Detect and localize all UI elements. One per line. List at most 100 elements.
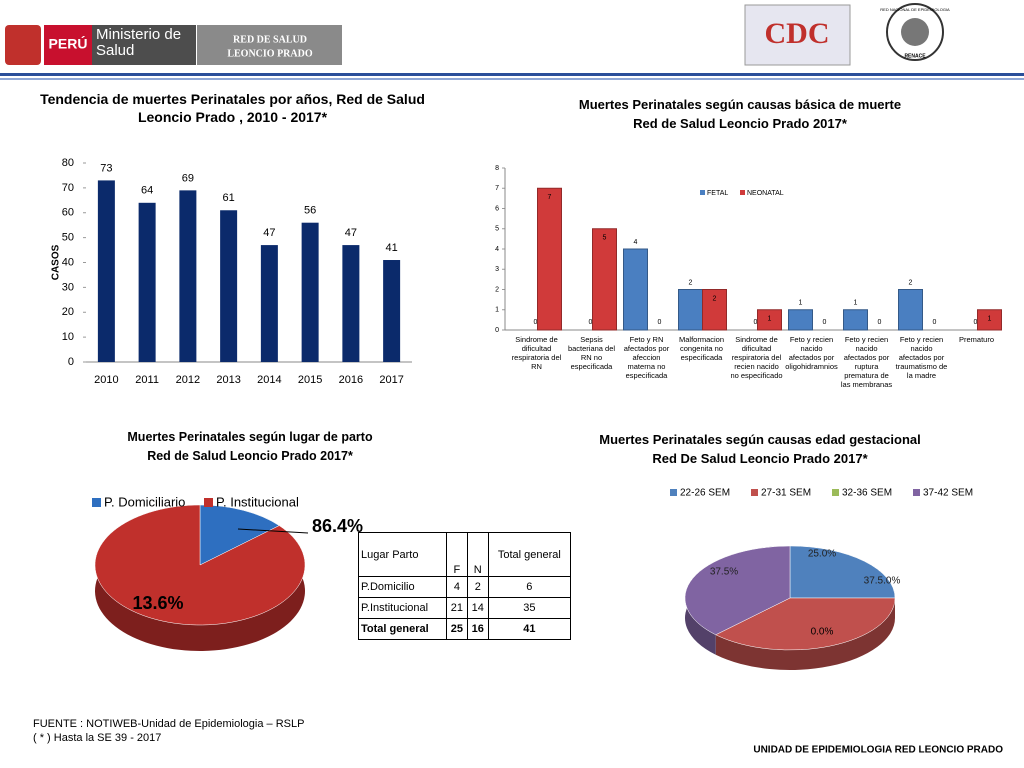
y-tick-label: 0 (68, 356, 74, 368)
cell: 16 (466, 618, 489, 640)
value-label: 2 (713, 295, 717, 302)
bar (138, 202, 156, 362)
chart-title-fo: Muertes Perinatales según causas edad ge… (599, 432, 921, 447)
y-tick-label: 1 (495, 307, 499, 314)
y-tick-label: 70 (62, 182, 74, 194)
cell: 6 (487, 576, 572, 598)
chart-subtitle: Red de Salud Leoncio Prado 2017* (147, 449, 353, 463)
legend-swatch (913, 489, 920, 496)
y-tick-label: 0 (495, 327, 499, 334)
value-label: 0 (974, 319, 978, 326)
cell: 41 (487, 618, 572, 640)
bar (592, 228, 617, 331)
x-tick-label: 2010 (94, 374, 118, 386)
value-label: 0 (823, 319, 827, 326)
value-label: 64 (141, 185, 153, 197)
ministry-fo: Ministerio de Salud (96, 27, 182, 59)
country: PERÚ (49, 35, 88, 52)
y-tick-label: 7 (495, 185, 499, 192)
bar (788, 309, 813, 331)
value-label: 0.0% (811, 627, 834, 638)
y-tick-label: 8 (495, 165, 499, 172)
value-label: 2 (689, 279, 693, 286)
y-tick-label: 5 (495, 226, 499, 233)
header-rule-2 (0, 78, 1024, 80)
chart-title: Tendencia de muertes Perinatales por año… (40, 91, 425, 125)
value-label: 7 (548, 194, 552, 201)
ministry-box (92, 25, 196, 65)
legend-label: P. Domiciliario (104, 494, 185, 509)
slice (715, 597, 896, 651)
shield-icon (5, 25, 41, 65)
table-header: Lugar Parto (358, 532, 447, 577)
leader-line (237, 528, 309, 534)
x-tick-label: 2011 (135, 374, 159, 386)
legend-swatch (740, 190, 745, 195)
legend-label: 22-26 SEM (680, 488, 730, 499)
chart-subtitle-fo: Red De Salud Leoncio Prado 2017* (652, 451, 868, 466)
value-label: 4 (634, 239, 638, 246)
x-tick-label-fo: Feto y RN afectados por afeccion materna… (623, 335, 670, 380)
chart-subtitle: Red De Salud Leoncio Prado 2017* (652, 451, 868, 466)
bar (678, 289, 703, 331)
bar (898, 289, 923, 331)
value-label: 37.5% (710, 567, 738, 578)
value-label: 13.6% (132, 593, 183, 613)
value-label: 1 (988, 316, 992, 323)
legend-label: 27-31 SEM (761, 488, 811, 499)
legend-swatch (92, 498, 101, 507)
bar (342, 245, 360, 362)
legend-swatch (751, 489, 758, 496)
table-header: F (445, 532, 468, 577)
y-tick-label: 4 (495, 246, 499, 253)
renace-1: RED NACIONAL DE EPIDEMIOLOGIA (880, 7, 950, 12)
note: ( * ) Hasta la SE 39 - 2017 (33, 732, 161, 744)
renace-2: RENACE (904, 53, 926, 59)
value-label: 0 (658, 319, 662, 326)
slice (684, 545, 791, 636)
x-tick-label-fo: Feto y recien nacido afectados por oligo… (785, 335, 838, 371)
legend-label: NEONATAL (747, 190, 784, 197)
y-tick-label: 6 (495, 205, 499, 212)
y-axis-label: CASOS (51, 244, 62, 280)
x-tick-label-fo: Malformacion congenita no especificada (679, 335, 724, 362)
bar (383, 260, 401, 362)
x-tick-label: Feto y RN afectados por afeccion materna… (623, 335, 670, 380)
value-label: 0 (534, 319, 538, 326)
value-label: 73 (100, 162, 112, 174)
x-tick-label: 2015 (298, 374, 322, 386)
value-label: 0 (754, 319, 758, 326)
y-tick-label: 10 (62, 331, 74, 343)
y-tick-label: 60 (62, 207, 74, 219)
value-label: 69 (182, 172, 194, 184)
bar (179, 190, 197, 362)
value-label: 37.5.0% (864, 576, 901, 587)
y-tick-label: 40 (62, 256, 74, 268)
x-tick-label: Sindrome de dificultad respiratoria del … (730, 335, 783, 380)
table-header: Total general (487, 532, 572, 577)
value-label: 2 (909, 279, 913, 286)
value-label: 47 (345, 227, 357, 239)
table: Lugar Parto F N Total general P.Domicilio 4 2… (358, 532, 572, 640)
cell: 35 (487, 597, 572, 619)
bar (757, 309, 782, 331)
value-label: 86.4% (312, 516, 363, 536)
bar (843, 309, 868, 331)
x-tick-label: Feto y recien nacido afectados por traum… (895, 335, 948, 380)
ministry: Ministerio de Salud (96, 27, 182, 59)
x-tick-label: 2016 (339, 374, 363, 386)
x-tick-label: 2013 (216, 374, 240, 386)
x-tick-label: 2017 (379, 374, 403, 386)
cell: 14 (466, 597, 489, 619)
x-tick-label: Feto y recien nacido afectados por ruptu… (840, 335, 893, 389)
cdc-text: CDC (765, 17, 830, 50)
y-tick-label: 50 (62, 232, 74, 244)
chart-title-fo: Muertes Perinatales según causas básica … (579, 97, 901, 112)
cell: P.Institucional (358, 597, 447, 619)
value-label: 41 (386, 242, 398, 254)
network-1: RED DE SALUD (233, 34, 307, 45)
table-header: N (466, 532, 489, 577)
